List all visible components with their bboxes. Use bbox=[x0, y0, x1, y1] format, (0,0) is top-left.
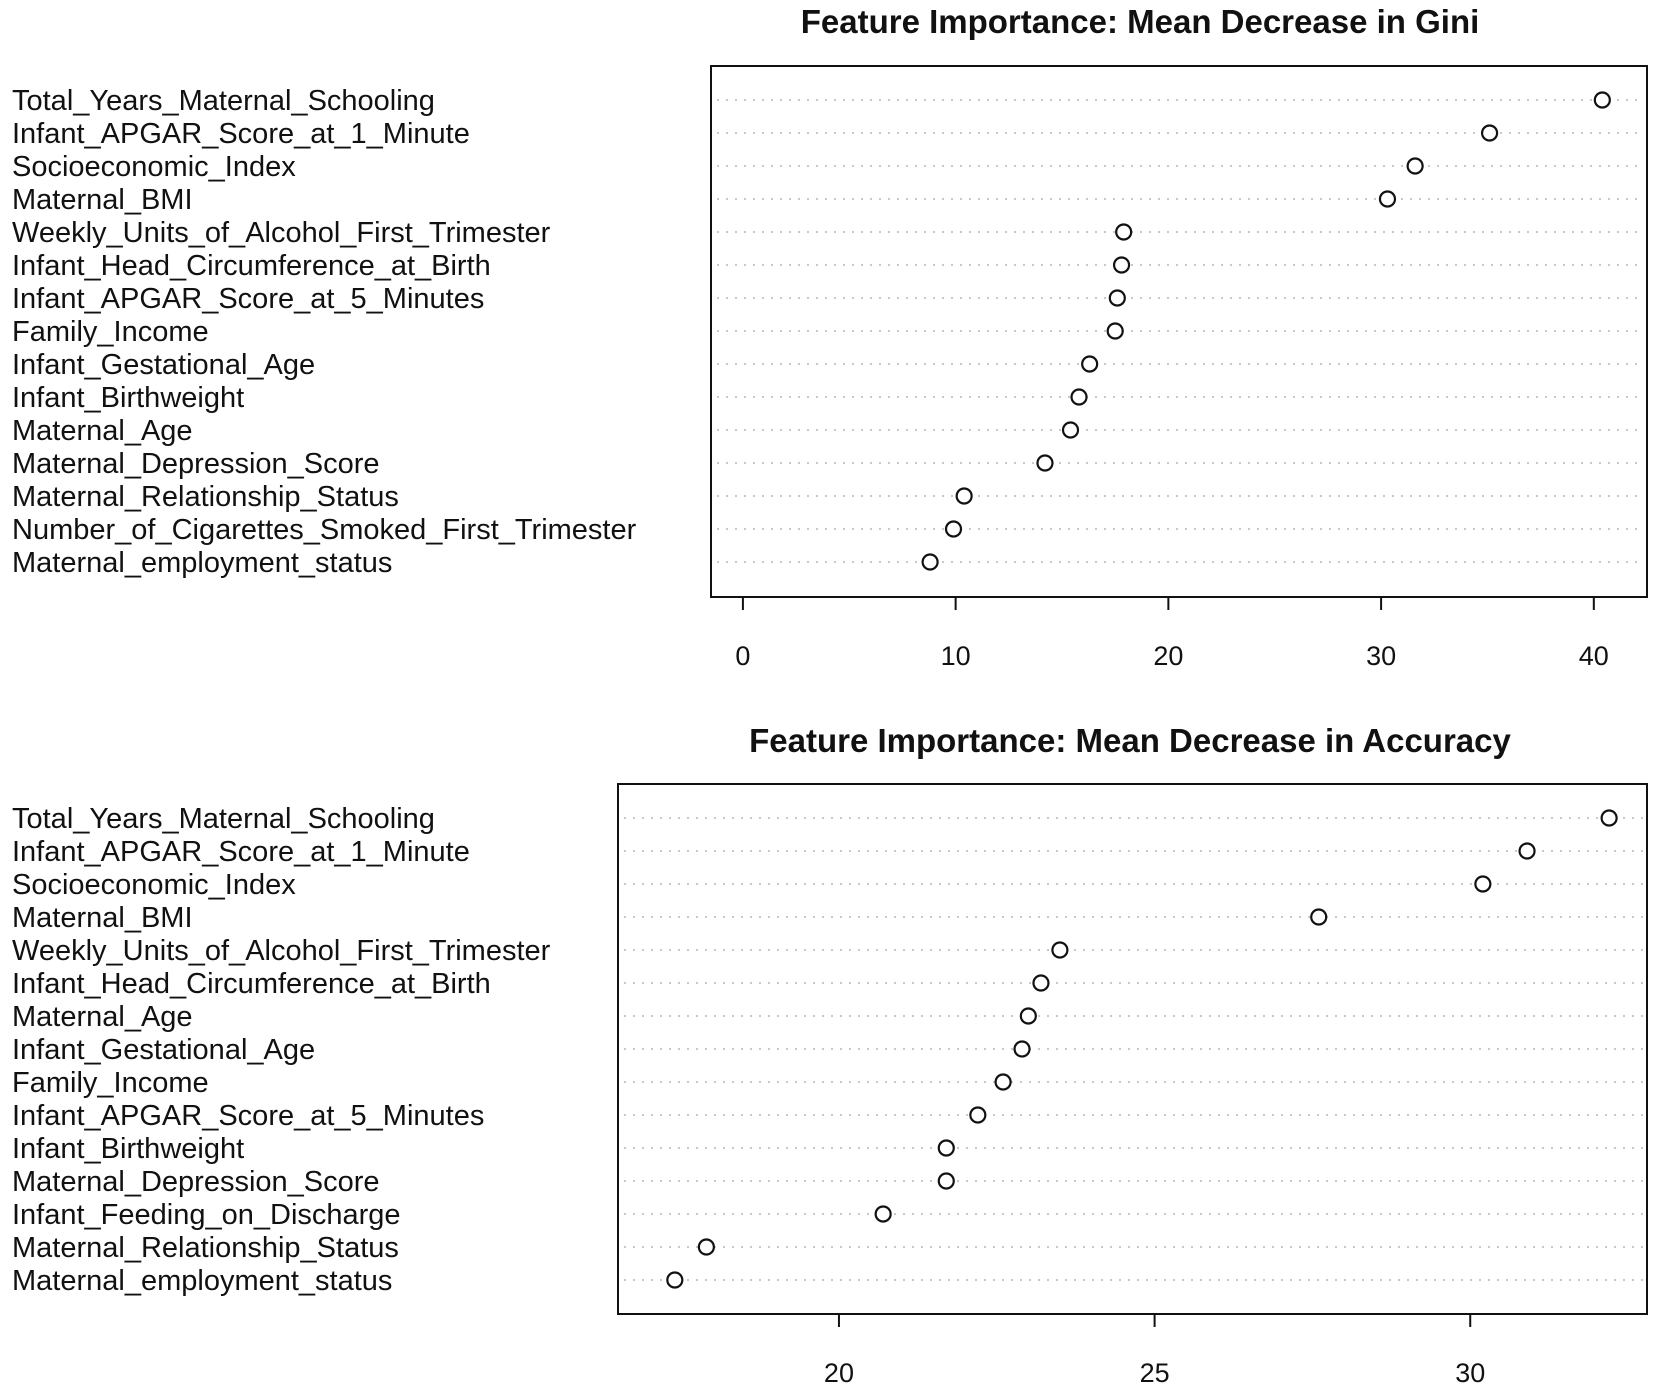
gini-row-label: Infant_Head_Circumference_at_Birth bbox=[12, 250, 491, 282]
gini-row-label: Maternal_employment_status bbox=[12, 547, 392, 579]
accuracy-row-label: Socioeconomic_Index bbox=[12, 869, 296, 901]
gini-importance-panel: Feature Importance: Mean Decrease in Gin… bbox=[12, 3, 1648, 671]
accuracy-row-label: Infant_APGAR_Score_at_5_Minutes bbox=[12, 1100, 484, 1132]
accuracy-data-point bbox=[1310, 908, 1328, 926]
accuracy-row-label: Infant_Gestational_Age bbox=[12, 1034, 315, 1066]
gini-plot-frame bbox=[710, 65, 1648, 598]
gini-row-label: Total_Years_Maternal_Schooling bbox=[12, 85, 435, 117]
gini-data-point bbox=[1593, 91, 1611, 109]
accuracy-row-label: Maternal_Relationship_Status bbox=[12, 1232, 399, 1264]
gini-row-label: Maternal_Relationship_Status bbox=[12, 481, 399, 513]
gini-row-label: Infant_Gestational_Age bbox=[12, 349, 315, 381]
gini-row-label: Infant_Birthweight bbox=[12, 382, 244, 414]
accuracy-row-label: Infant_APGAR_Score_at_1_Minute bbox=[12, 836, 470, 868]
accuracy-data-point bbox=[1019, 1007, 1037, 1025]
accuracy-data-point bbox=[1600, 809, 1618, 827]
gini-x-tick-label: 0 bbox=[735, 641, 750, 671]
accuracy-data-point bbox=[1474, 875, 1492, 893]
accuracy-row-label: Maternal_employment_status bbox=[12, 1265, 392, 1297]
gini-row-label: Infant_APGAR_Score_at_1_Minute bbox=[12, 118, 470, 150]
accuracy-data-point bbox=[1051, 941, 1069, 959]
gini-row-label: Maternal_Age bbox=[12, 415, 193, 447]
gini-data-point bbox=[1112, 256, 1131, 274]
gini-data-point bbox=[1106, 322, 1124, 340]
accuracy-data-point bbox=[1518, 842, 1536, 860]
accuracy-data-point bbox=[937, 1139, 955, 1157]
gini-data-point bbox=[1061, 421, 1080, 439]
gini-x-tick-label: 20 bbox=[1153, 641, 1183, 671]
gini-data-point bbox=[1115, 223, 1133, 241]
accuracy-row-label: Infant_Feeding_on_Discharge bbox=[12, 1199, 401, 1231]
gini-data-point bbox=[1070, 388, 1088, 406]
gini-data-point bbox=[1108, 289, 1126, 307]
gini-row-label: Maternal_Depression_Score bbox=[12, 448, 380, 480]
accuracy-data-point bbox=[874, 1205, 892, 1223]
accuracy-data-point bbox=[937, 1172, 955, 1190]
gini-data-point bbox=[1036, 454, 1054, 472]
accuracy-row-label: Infant_Birthweight bbox=[12, 1133, 244, 1165]
gini-row-label: Maternal_BMI bbox=[12, 184, 193, 216]
accuracy-data-point bbox=[697, 1238, 715, 1256]
accuracy-row-label: Maternal_BMI bbox=[12, 902, 193, 934]
accuracy-chart-title: Feature Importance: Mean Decrease in Acc… bbox=[749, 722, 1511, 759]
gini-data-point bbox=[1406, 157, 1424, 175]
accuracy-data-point bbox=[666, 1271, 684, 1289]
gini-x-tick-label: 40 bbox=[1579, 641, 1609, 671]
accuracy-data-point bbox=[969, 1106, 987, 1124]
accuracy-row-label: Family_Income bbox=[12, 1067, 209, 1099]
gini-data-point bbox=[1378, 190, 1397, 208]
gini-row-label: Socioeconomic_Index bbox=[12, 151, 296, 183]
gini-row-label: Number_of_Cigarettes_Smoked_First_Trimes… bbox=[12, 514, 637, 546]
accuracy-x-tick-label: 30 bbox=[1455, 1358, 1485, 1388]
gini-data-point bbox=[921, 553, 939, 571]
accuracy-data-point bbox=[994, 1073, 1012, 1091]
accuracy-data-point bbox=[1032, 974, 1050, 992]
gini-x-tick-label: 30 bbox=[1366, 641, 1396, 671]
accuracy-row-label: Weekly_Units_of_Alcohol_First_Trimester bbox=[12, 935, 551, 967]
gini-row-label: Family_Income bbox=[12, 316, 209, 348]
gini-row-label: Weekly_Units_of_Alcohol_First_Trimester bbox=[12, 217, 551, 249]
accuracy-row-label: Maternal_Age bbox=[12, 1001, 193, 1033]
accuracy-x-tick-label: 25 bbox=[1140, 1358, 1170, 1388]
accuracy-row-label: Infant_Head_Circumference_at_Birth bbox=[12, 968, 491, 1000]
accuracy-row-label: Total_Years_Maternal_Schooling bbox=[12, 803, 435, 835]
accuracy-row-label: Maternal_Depression_Score bbox=[12, 1166, 380, 1198]
gini-data-point bbox=[1480, 124, 1499, 142]
accuracy-x-tick-label: 20 bbox=[824, 1358, 854, 1388]
gini-data-point bbox=[955, 487, 973, 505]
accuracy-plot-frame bbox=[617, 783, 1648, 1315]
gini-x-tick-label: 10 bbox=[941, 641, 971, 671]
gini-data-point bbox=[1081, 355, 1099, 373]
gini-row-label: Infant_APGAR_Score_at_5_Minutes bbox=[12, 283, 484, 315]
accuracy-importance-panel: Feature Importance: Mean Decrease in Acc… bbox=[12, 722, 1648, 1388]
accuracy-data-point bbox=[1013, 1040, 1031, 1058]
gini-chart-title: Feature Importance: Mean Decrease in Gin… bbox=[801, 3, 1480, 40]
gini-data-point bbox=[944, 520, 963, 538]
